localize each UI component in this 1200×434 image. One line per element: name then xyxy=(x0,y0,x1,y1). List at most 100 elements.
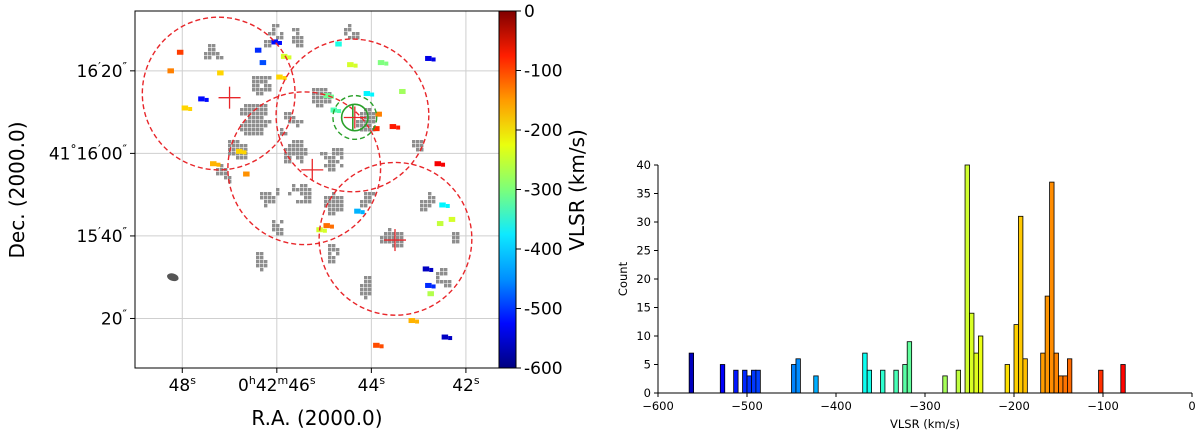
velocity-pixel xyxy=(363,91,371,97)
grey-pixel xyxy=(328,256,332,260)
grey-pixel xyxy=(316,100,320,104)
grey-pixel xyxy=(260,104,264,108)
velocity-pixel xyxy=(337,109,342,114)
grey-pixel xyxy=(244,112,248,116)
grey-pixel xyxy=(360,124,364,128)
grey-pixel xyxy=(364,204,368,208)
grey-pixel xyxy=(264,124,268,128)
grey-pixel xyxy=(412,144,416,148)
grey-pixel xyxy=(204,56,208,60)
grey-pixel xyxy=(356,32,360,36)
grey-pixel xyxy=(252,116,256,120)
grey-pixel xyxy=(448,280,452,284)
velocity-pixel xyxy=(271,39,278,45)
grey-pixel xyxy=(240,156,244,160)
grey-pixel xyxy=(216,52,220,56)
grey-pixel xyxy=(368,116,372,120)
grey-pixel xyxy=(400,240,404,244)
grey-pixel xyxy=(336,208,340,212)
grey-pixel xyxy=(364,192,368,196)
histogram-bar xyxy=(1098,369,1104,394)
field-circle xyxy=(227,91,382,246)
grey-pixel xyxy=(288,192,292,196)
velocity-pixel xyxy=(236,148,243,154)
grey-pixel xyxy=(268,120,272,124)
grey-pixel xyxy=(224,176,228,180)
histogram-y-tick-label: 15 xyxy=(636,301,651,315)
grey-pixel xyxy=(260,108,264,112)
histogram-bar xyxy=(813,375,819,394)
grey-pixel xyxy=(264,196,268,200)
grey-pixel xyxy=(248,128,252,132)
grey-pixel xyxy=(260,128,264,132)
grey-pixel xyxy=(452,232,456,236)
grey-pixel xyxy=(260,116,264,120)
grey-pixel xyxy=(264,260,268,264)
grey-pixel xyxy=(296,144,300,148)
grey-pixel xyxy=(424,204,428,208)
grey-pixel xyxy=(304,200,308,204)
grey-pixel xyxy=(240,108,244,112)
grey-pixel xyxy=(264,76,268,80)
grey-pixel xyxy=(332,160,336,164)
grey-pixel xyxy=(204,52,208,56)
grey-pixel xyxy=(396,232,400,236)
grey-pixel xyxy=(328,200,332,204)
grey-pixel xyxy=(336,148,340,152)
grey-pixel xyxy=(400,232,404,236)
grey-pixel xyxy=(248,116,252,120)
grey-pixel xyxy=(236,140,240,144)
histogram-bar xyxy=(795,358,801,394)
grey-pixel xyxy=(328,252,332,256)
grey-pixel xyxy=(440,272,444,276)
grey-pixel xyxy=(340,204,344,208)
grey-pixel xyxy=(260,80,264,84)
grey-pixel xyxy=(256,264,260,268)
grey-pixel xyxy=(256,108,260,112)
grey-pixel xyxy=(252,80,256,84)
grey-pixel xyxy=(328,248,332,252)
grey-pixel xyxy=(400,236,404,240)
grey-pixel xyxy=(280,128,284,132)
grey-pixel xyxy=(256,104,260,108)
velocity-pixel xyxy=(188,106,193,111)
grey-pixel xyxy=(320,96,324,100)
grey-pixel xyxy=(244,132,248,136)
grey-pixel xyxy=(260,196,264,200)
grey-pixel xyxy=(276,224,280,228)
histogram-x-tick-label: −500 xyxy=(731,399,763,413)
grey-pixel xyxy=(212,48,216,52)
grey-pixel xyxy=(396,244,400,248)
velocity-pixel xyxy=(276,74,283,80)
grey-pixel xyxy=(324,164,328,168)
velocity-pixel xyxy=(181,105,189,111)
grey-pixel xyxy=(384,240,388,244)
grey-pixel xyxy=(368,192,372,196)
grey-pixel xyxy=(296,40,300,44)
grey-pixel xyxy=(260,112,264,116)
grey-pixel xyxy=(300,120,304,124)
grey-pixel xyxy=(416,140,420,144)
grey-pixel xyxy=(292,188,296,192)
grey-pixel xyxy=(332,168,336,172)
velocity-pixel xyxy=(379,344,384,349)
grey-pixel xyxy=(324,204,328,208)
grey-pixel xyxy=(300,144,304,148)
grey-pixel xyxy=(428,204,432,208)
grey-pixel xyxy=(296,188,300,192)
grey-pixel xyxy=(388,228,392,232)
grey-pixel xyxy=(332,208,336,212)
grey-pixel xyxy=(392,236,396,240)
grey-pixel xyxy=(240,144,244,148)
grey-pixel xyxy=(340,148,344,152)
grey-pixel xyxy=(284,148,288,152)
grey-pixel xyxy=(232,140,236,144)
grey-pixel xyxy=(208,48,212,52)
grey-pixel xyxy=(268,200,272,204)
velocity-pixel xyxy=(217,70,224,76)
grey-pixel xyxy=(360,204,364,208)
grey-pixel xyxy=(300,192,304,196)
grey-pixel xyxy=(336,160,340,164)
colorbar-tick-label: -500 xyxy=(524,300,563,320)
grey-pixel xyxy=(276,24,280,28)
